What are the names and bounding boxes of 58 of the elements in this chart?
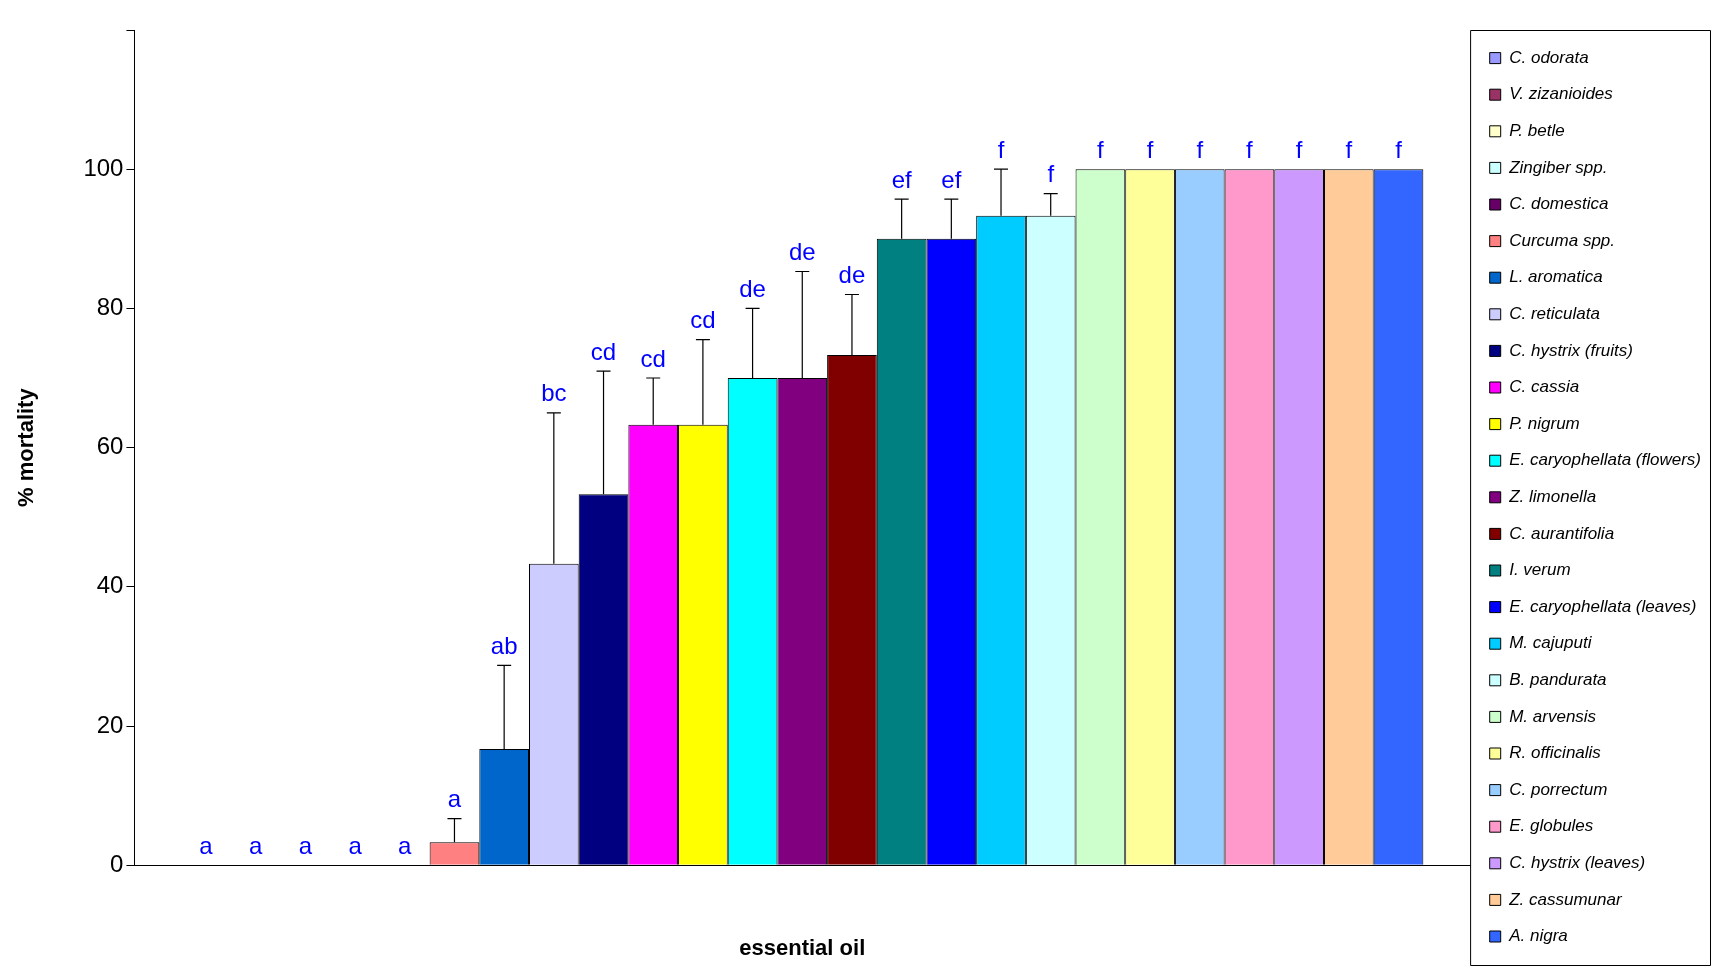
annotation: f	[1097, 135, 1105, 163]
annotation: f	[1246, 135, 1254, 163]
y-tick-label: 20	[96, 710, 124, 738]
legend-label: C. reticulata	[1509, 304, 1600, 324]
annotation: ef	[941, 165, 962, 193]
y-tick-label: 40	[96, 571, 124, 599]
legend-label: V. zizanioides	[1509, 84, 1614, 104]
legend-label: P. betle	[1509, 121, 1565, 141]
annotation: ab	[490, 632, 518, 660]
annotation: f	[1295, 135, 1303, 163]
x-axis-title: essential oil	[739, 934, 866, 960]
y-tick-label: 100	[83, 153, 124, 181]
y-tick-label: 60	[96, 432, 124, 460]
annotation: a	[249, 831, 264, 859]
legend-label: C. odorata	[1509, 47, 1589, 67]
y-axis-title: % mortality	[13, 387, 39, 507]
annotation: ef	[891, 165, 912, 193]
legend-label: E. globules	[1509, 816, 1594, 836]
legend-label: C. hystrix (leaves)	[1509, 853, 1646, 873]
legend-label: Curcuma spp.	[1509, 230, 1616, 250]
annotation: f	[1345, 135, 1353, 163]
legend-label: M. arvensis	[1509, 706, 1597, 726]
annotation: bc	[541, 379, 567, 407]
annotation: a	[447, 785, 462, 813]
legend-label: R. officinalis	[1509, 743, 1602, 763]
legend-label: C. domestica	[1509, 194, 1609, 214]
legend-label: Z. limonella	[1508, 487, 1597, 507]
legend-label: E. caryophellata (flowers)	[1509, 450, 1702, 470]
legend-label: M. cajuputi	[1509, 633, 1593, 653]
legend-label: L. aromatica	[1509, 267, 1603, 287]
annotation: a	[199, 831, 214, 859]
annotation: cd	[640, 344, 666, 372]
annotation: f	[997, 135, 1005, 163]
legend-label: I. verum	[1509, 560, 1571, 580]
legend-label: C. aurantifolia	[1509, 523, 1615, 543]
annotation: de	[838, 261, 866, 289]
annotation: cd	[690, 306, 716, 334]
annotation: a	[348, 831, 363, 859]
annotation: f	[1146, 135, 1154, 163]
legend-label: Z. cassumunar	[1508, 889, 1623, 909]
annotation: de	[739, 275, 766, 303]
legend-label: C. porrectum	[1509, 779, 1608, 799]
annotation: de	[788, 238, 816, 266]
annotation: f	[1395, 135, 1403, 163]
annotation: a	[398, 831, 413, 859]
y-tick-label: 80	[96, 293, 124, 321]
legend-label: B. pandurata	[1509, 670, 1607, 690]
legend-label: C. hystrix (fruits)	[1509, 340, 1633, 360]
legend-label: A. nigra	[1508, 926, 1568, 946]
legend-label: E. caryophellata (leaves)	[1509, 596, 1697, 616]
annotation: cd	[590, 337, 617, 365]
legend-label: C. cassia	[1509, 377, 1580, 397]
annotation: f	[1047, 160, 1055, 188]
legend-label: Zingiber spp.	[1508, 157, 1608, 177]
annotation: f	[1196, 135, 1204, 163]
y-tick-label: 0	[110, 849, 124, 877]
legend-label: P. nigrum	[1509, 413, 1580, 433]
annotation: a	[298, 831, 313, 859]
